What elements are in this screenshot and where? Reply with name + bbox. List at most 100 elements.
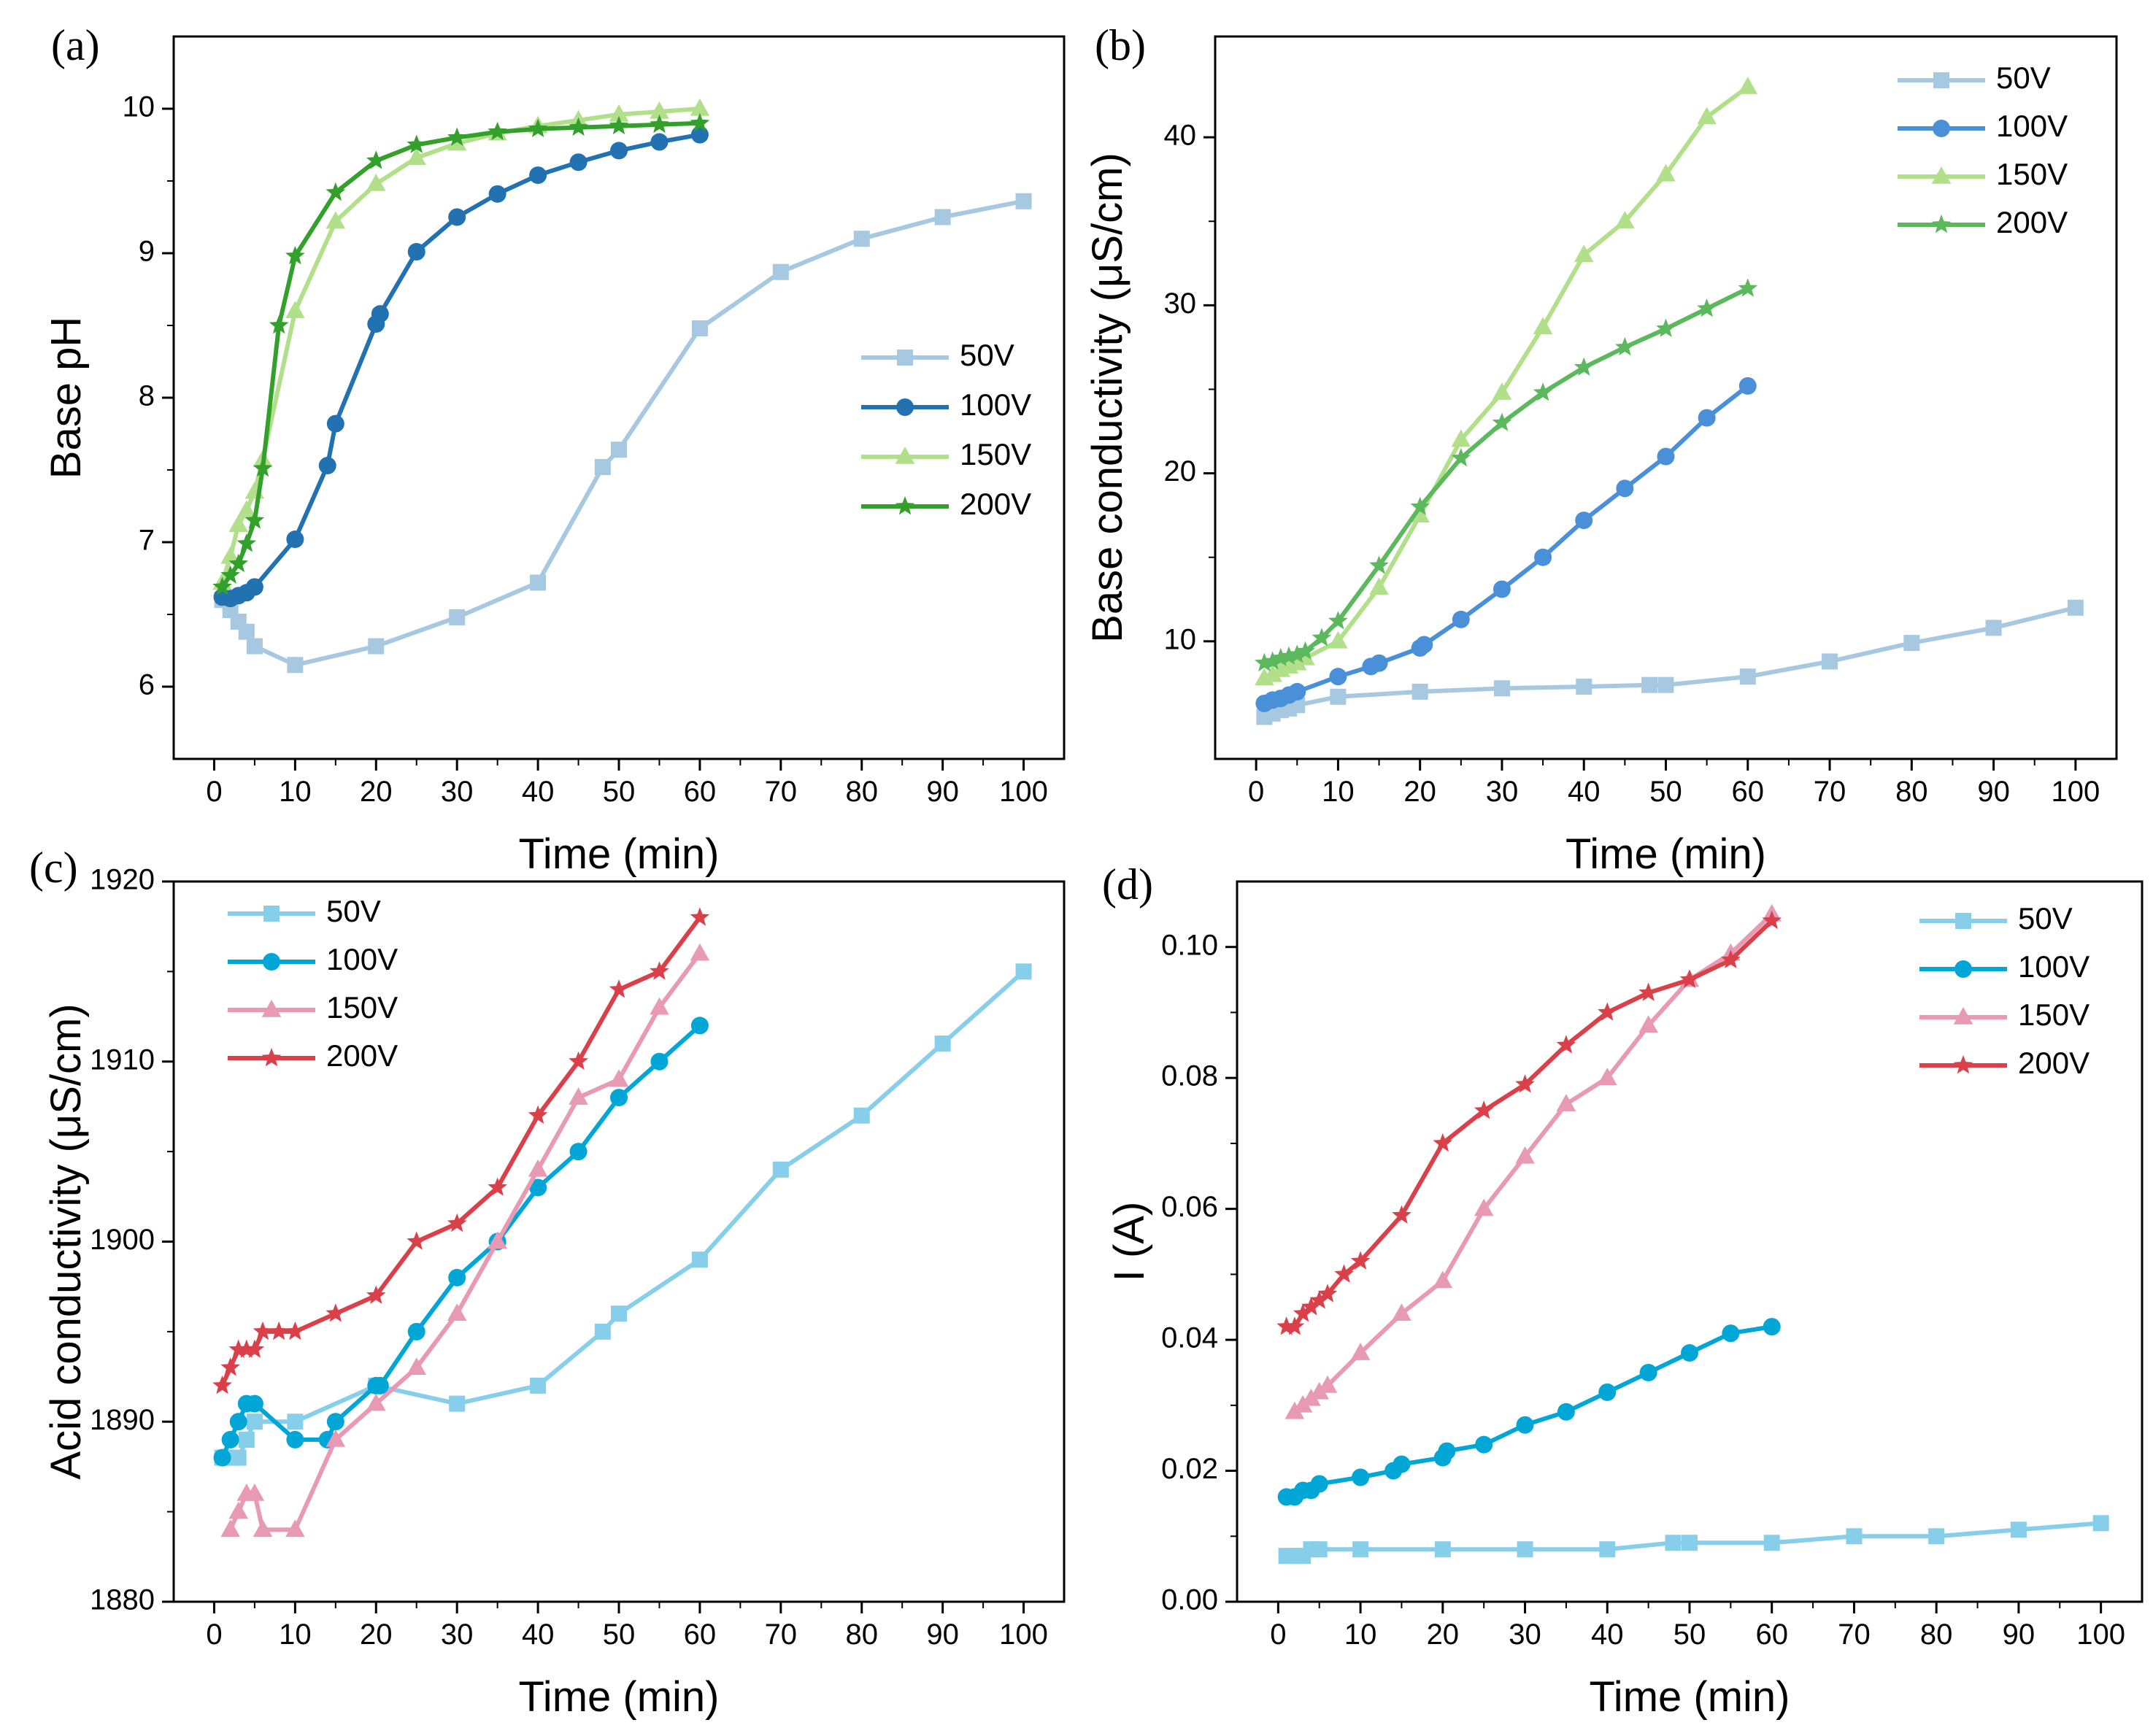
- y-tick-label: 0.02: [1161, 1453, 1218, 1485]
- data-point: [488, 185, 507, 203]
- data-point: [1657, 447, 1675, 466]
- legend-marker: [897, 350, 913, 366]
- data-point: [246, 1413, 263, 1430]
- series-150V: [220, 943, 710, 1538]
- data-point: [1475, 1435, 1493, 1454]
- data-point: [228, 1501, 249, 1519]
- series-200V: [1255, 278, 1758, 672]
- data-point: [407, 1357, 427, 1376]
- legend-label: 150V: [1996, 157, 2068, 191]
- y-tick-label: 10: [1164, 623, 1197, 655]
- series-150V: [1255, 77, 1758, 686]
- data-point: [772, 263, 789, 280]
- data-point: [1822, 653, 1838, 670]
- data-point: [253, 1519, 273, 1538]
- data-point: [1615, 211, 1635, 229]
- data-point: [407, 134, 426, 153]
- data-point: [530, 1377, 547, 1394]
- data-point: [368, 638, 385, 655]
- x-tick-label: 70: [765, 776, 798, 808]
- data-point: [269, 315, 289, 334]
- data-point: [1255, 652, 1274, 672]
- x-tick-label: 80: [1920, 1619, 1953, 1651]
- legend-entry: 100V: [1898, 109, 2068, 143]
- data-point: [1534, 548, 1552, 566]
- data-point: [220, 1519, 240, 1538]
- x-tick-label: 20: [1403, 776, 1436, 808]
- data-point: [1310, 1475, 1328, 1493]
- data-point: [253, 458, 273, 477]
- x-tick-label: 100: [999, 1619, 1048, 1651]
- data-point: [246, 638, 263, 655]
- data-point: [1350, 1251, 1371, 1270]
- y-axis-label: Base pH: [42, 317, 90, 479]
- data-point: [1698, 409, 1716, 427]
- data-point: [407, 243, 425, 261]
- legend-marker: [263, 953, 280, 971]
- data-point: [650, 133, 669, 151]
- legend-label: 150V: [2018, 998, 2090, 1032]
- legend-entry: 150V: [861, 437, 1031, 471]
- legend-entry: 50V: [861, 338, 1014, 372]
- data-point: [220, 1357, 240, 1376]
- data-point: [528, 1105, 548, 1124]
- data-point: [326, 1429, 346, 1447]
- data-point: [285, 1519, 305, 1538]
- x-tick-label: 30: [1509, 1619, 1541, 1651]
- data-point: [1293, 1303, 1313, 1322]
- data-point: [1556, 1094, 1576, 1111]
- legend-marker: [896, 398, 914, 416]
- chart-panel-3: (c) 0 10 20 30 40 50 60 70 80 90 100 1880 1890 1900 191…: [29, 844, 1066, 1721]
- data-point: [1681, 1344, 1698, 1362]
- x-tick-label: 90: [926, 776, 959, 808]
- data-point: [2067, 599, 2084, 616]
- data-point: [1393, 1455, 1411, 1473]
- legend-entry: 50V: [1919, 901, 2073, 935]
- data-point: [1928, 1528, 1945, 1545]
- data-point: [1738, 77, 1758, 94]
- legend-entry: 200V: [228, 1038, 398, 1073]
- y-tick-label: 1880: [90, 1584, 155, 1616]
- data-point: [286, 531, 304, 549]
- data-point: [253, 1321, 273, 1340]
- data-point: [1493, 680, 1510, 697]
- legend-marker: [1933, 120, 1950, 137]
- data-point: [236, 1339, 257, 1358]
- series-line: [220, 1024, 701, 1459]
- data-point: [1762, 910, 1782, 930]
- y-tick-label: 0.10: [1161, 929, 1218, 961]
- data-point: [1451, 447, 1471, 467]
- x-tick-label: 90: [1977, 776, 2010, 808]
- data-point: [934, 1035, 951, 1052]
- y-tick-label: 0.08: [1161, 1060, 1218, 1092]
- data-point: [1317, 1375, 1338, 1393]
- data-point: [609, 979, 629, 998]
- data-point: [1474, 1198, 1494, 1216]
- data-point: [1763, 1535, 1780, 1551]
- data-point: [1369, 577, 1389, 595]
- series-line: [220, 198, 1025, 668]
- y-axis-label: Acid conductivity (μS/cm): [42, 1003, 90, 1479]
- data-point: [530, 574, 547, 591]
- x-tick-label: 60: [684, 1619, 717, 1651]
- x-tick-label: 20: [360, 1619, 393, 1651]
- data-point: [1641, 676, 1658, 693]
- series-line: [1263, 286, 1749, 666]
- data-point: [449, 609, 466, 625]
- data-point: [1574, 357, 1594, 376]
- data-point: [366, 150, 386, 169]
- data-point: [650, 1052, 669, 1070]
- data-point: [1679, 969, 1700, 988]
- data-point: [1697, 298, 1717, 317]
- data-point: [2092, 1515, 2109, 1532]
- legend-marker: [895, 496, 915, 515]
- data-point: [318, 457, 336, 475]
- y-tick-label: 9: [139, 236, 155, 268]
- x-tick-label: 30: [441, 776, 474, 808]
- data-point: [1263, 651, 1282, 670]
- data-point: [691, 320, 708, 336]
- data-point: [1665, 1535, 1682, 1551]
- data-point: [609, 115, 629, 135]
- x-axis-label: Time (min): [519, 1673, 720, 1721]
- data-point: [366, 1285, 386, 1304]
